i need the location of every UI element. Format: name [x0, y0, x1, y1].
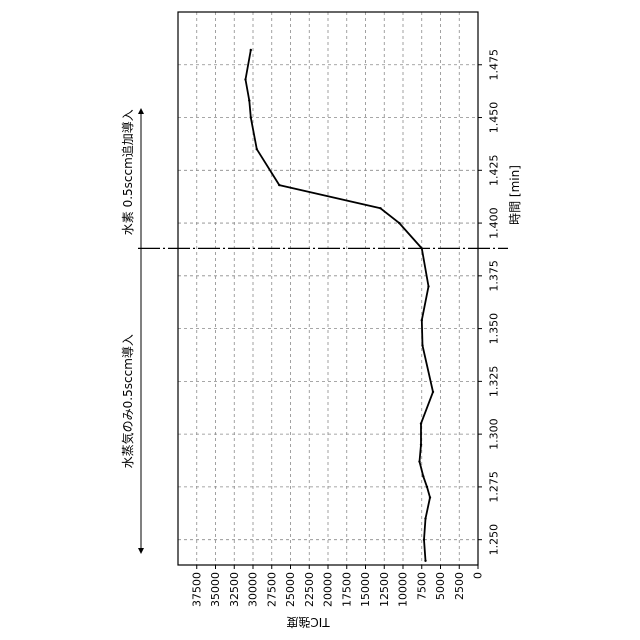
y-tick-label: 17500	[340, 572, 353, 607]
y-axis-title: TIC強度	[286, 615, 330, 630]
x-tick-label: 1.450	[488, 102, 501, 134]
x-tick-label: 1.350	[488, 313, 501, 345]
data-point	[432, 391, 434, 393]
x-axis-title: 時間 [min]	[508, 165, 522, 225]
data-point	[256, 148, 258, 150]
y-tick-label: 2500	[453, 572, 466, 600]
series-points	[244, 49, 434, 562]
y-tick-label: 30000	[247, 572, 260, 607]
data-point	[250, 49, 252, 51]
y-tick-label: 35000	[209, 572, 222, 607]
data-point	[398, 222, 400, 224]
data-point	[424, 560, 426, 562]
before-annotation-label: 水蒸気のみ0.5sccm導入	[120, 334, 135, 468]
data-point	[379, 207, 381, 209]
before-arrowhead	[138, 548, 144, 554]
data-point	[421, 344, 423, 346]
y-tick-label: 12500	[378, 572, 391, 607]
y-tick-label: 5000	[434, 572, 447, 600]
x-tick-label: 1.400	[488, 207, 501, 239]
y-tick-label: 22500	[303, 572, 316, 607]
data-point	[421, 319, 423, 321]
y-tick-label: 20000	[322, 572, 335, 607]
x-tick-label: 1.425	[488, 155, 501, 187]
x-tick-label: 1.275	[488, 471, 501, 503]
data-point	[420, 444, 422, 446]
axis-ticks: 1.250 1.275 1.300 1.325 1.350 1.375 1.400 1.425…	[190, 49, 500, 607]
y-tick-label: 27500	[265, 572, 278, 607]
data-point	[423, 539, 425, 541]
x-tick-label: 1.375	[488, 260, 501, 292]
series-line	[246, 50, 434, 561]
data-point	[429, 496, 431, 498]
after-arrowhead	[138, 108, 144, 114]
y-tick-label: 25000	[284, 572, 297, 607]
after-annotation-label: 水素 0.5sccm追加導入	[120, 109, 135, 235]
y-tick-label: 7500	[415, 572, 428, 600]
data-point	[248, 99, 250, 101]
x-tick-label: 1.475	[488, 49, 501, 81]
y-tick-label: 32500	[228, 572, 241, 607]
data-point	[427, 285, 429, 287]
data-point	[418, 460, 420, 462]
y-tick-label: 0	[472, 572, 485, 579]
x-tick-label: 1.250	[488, 524, 501, 556]
data-point	[420, 422, 422, 424]
data-point	[421, 247, 423, 249]
data-point	[244, 78, 246, 80]
y-tick-label: 10000	[397, 572, 410, 607]
y-tick-label: 37500	[190, 572, 203, 607]
grid	[178, 12, 478, 565]
x-tick-label: 1.325	[488, 366, 501, 398]
y-tick-label: 15000	[359, 572, 372, 607]
data-point	[426, 486, 428, 488]
data-point	[278, 184, 280, 186]
data-point	[250, 116, 252, 118]
data-point	[424, 517, 426, 519]
x-tick-label: 1.300	[488, 418, 501, 450]
data-point	[422, 475, 424, 477]
